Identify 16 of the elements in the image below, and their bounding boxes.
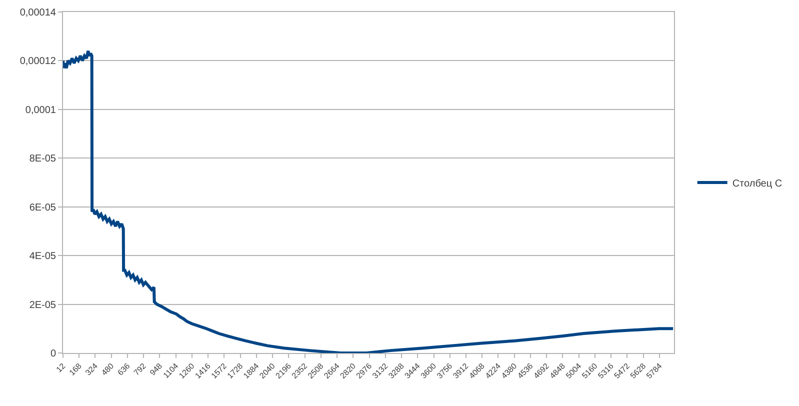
x-tick-label: 12 (54, 361, 68, 374)
y-tick-label: 0,00012 (20, 56, 56, 68)
y-tick-label: 2E-05 (29, 300, 56, 311)
x-tick-label: 792 (132, 361, 148, 378)
y-tick-label: 0,0001 (25, 104, 56, 116)
y-tick-label: 8E-05 (29, 154, 56, 165)
y-tick-label: 0 (50, 348, 56, 360)
y-tick-label: 4E-05 (29, 251, 56, 262)
x-tick-label: 480 (100, 361, 116, 378)
legend-label: Столбец C (732, 178, 782, 190)
x-tick-label: 324 (84, 361, 100, 378)
x-tick-label: 636 (116, 361, 132, 378)
y-tick-label: 0,00014 (20, 8, 56, 18)
y-tick-label: 6E-05 (29, 202, 56, 214)
x-tick-label: 948 (148, 361, 164, 378)
x-tick-label: 168 (68, 361, 84, 378)
